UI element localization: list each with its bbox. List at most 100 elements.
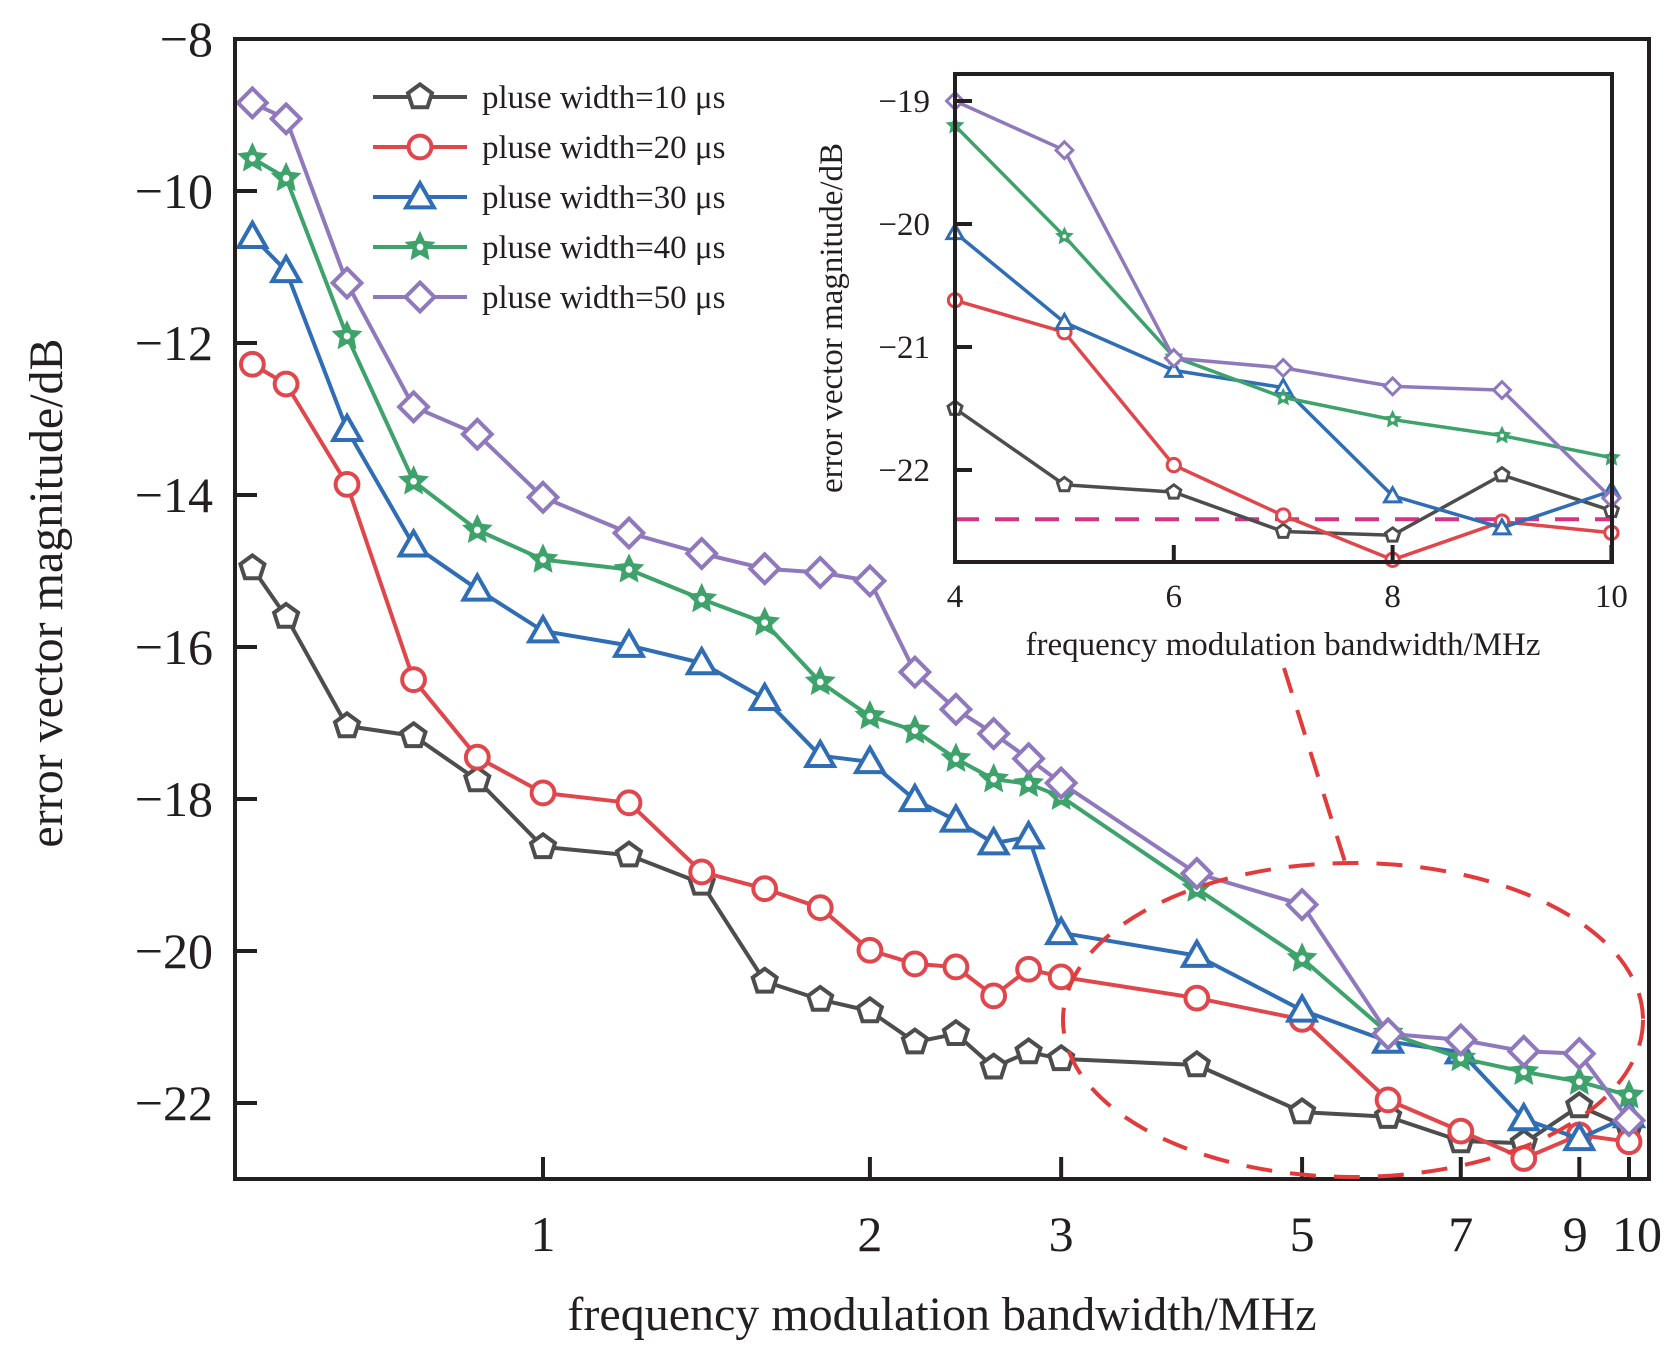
data-point	[976, 825, 1011, 856]
data-point	[399, 720, 428, 749]
x-tick-label: 10	[1612, 1206, 1662, 1262]
data-point	[1043, 914, 1079, 946]
data-point	[856, 936, 884, 964]
x-tick-label: 3	[1049, 1206, 1074, 1262]
data-point	[751, 875, 779, 903]
data-point	[1011, 819, 1046, 850]
data-point	[1183, 984, 1211, 1012]
data-point	[1055, 475, 1074, 493]
data-point	[529, 779, 557, 807]
star-center	[416, 243, 424, 251]
inset-y-axis-label: error vector magnitude/dB	[814, 143, 850, 493]
legend-marker	[406, 133, 434, 161]
legend-label: pluse width=10 μs	[482, 80, 725, 116]
star-center	[1390, 417, 1395, 422]
y-tick-label: −19	[878, 84, 930, 120]
data-point	[747, 551, 782, 586]
x-tick-label: 10	[1595, 579, 1628, 615]
y-tick-label: −22	[135, 1075, 213, 1131]
data-point	[238, 350, 266, 378]
main-plot-frame	[233, 37, 1651, 1181]
data-point	[1284, 887, 1320, 922]
y-tick-label: −20	[135, 923, 213, 979]
data-point	[942, 953, 970, 981]
data-point	[1015, 955, 1043, 983]
x-tick-label: 9	[1563, 1206, 1588, 1262]
data-point	[1493, 465, 1511, 483]
data-point	[235, 218, 270, 249]
data-point	[688, 858, 716, 886]
data-point	[1163, 347, 1185, 369]
data-point	[525, 480, 561, 515]
legend-label: pluse width=30 μs	[482, 180, 725, 216]
star-center	[1025, 780, 1032, 788]
data-point	[1447, 1117, 1475, 1145]
data-point	[852, 743, 888, 775]
y-tick-label: −18	[135, 771, 213, 827]
data-point	[1014, 1037, 1043, 1065]
zoom-annotation	[1061, 667, 1645, 1179]
data-point	[460, 416, 495, 452]
star-center	[1281, 395, 1286, 400]
data-point	[1053, 139, 1075, 161]
legend: pluse width=10 μs pluse width=20 μs pluse …	[373, 80, 725, 316]
data-point	[1562, 1036, 1597, 1071]
main-plot: −8 −10 −12 −14 −16 −18 −20 −22 1 2 3 5 7 9 10 frequen…	[20, 11, 1662, 1341]
star-center	[1298, 955, 1306, 962]
data-point	[897, 654, 933, 690]
data-point	[1287, 1097, 1317, 1125]
star-center	[911, 727, 919, 734]
main-y-axis: −8 −10 −12 −14 −16 −18 −20 −22	[135, 11, 257, 1131]
inset-x-axis: 4 6 8 10	[947, 545, 1628, 615]
star-center	[761, 619, 769, 627]
data-point	[268, 252, 304, 284]
data-point	[614, 840, 644, 868]
star-center	[1625, 1092, 1633, 1099]
series-2	[238, 350, 1643, 1172]
data-point	[462, 764, 492, 793]
legend-item: pluse width=30 μs	[373, 179, 725, 216]
star-center	[1575, 1078, 1583, 1086]
data-point	[1381, 484, 1404, 504]
data-point	[1383, 525, 1402, 543]
y-tick-label: −10	[135, 163, 213, 219]
inset-x-axis-label: frequency modulation bandwidth/MHz	[1025, 627, 1540, 663]
data-point	[938, 692, 974, 727]
data-point	[1506, 1034, 1541, 1069]
main-x-axis: 1 2 3 5 7 9 10	[531, 1157, 1662, 1262]
star-center	[410, 477, 417, 485]
star-center	[625, 566, 633, 573]
x-tick-label: 1	[531, 1206, 556, 1262]
data-point	[1053, 311, 1076, 330]
star-center	[473, 526, 481, 534]
data-point	[332, 710, 362, 739]
series-5	[235, 85, 1647, 1138]
legend-marker	[402, 279, 438, 315]
data-point	[897, 781, 933, 813]
data-point	[1043, 765, 1079, 801]
data-point	[1443, 1022, 1479, 1058]
star-center	[816, 678, 824, 686]
data-point	[750, 966, 780, 994]
data-point	[806, 894, 834, 922]
legend-label: pluse width=50 μs	[482, 280, 725, 316]
y-tick-label: −20	[878, 207, 930, 243]
legend-item: pluse width=20 μs	[373, 130, 725, 166]
data-point	[271, 601, 301, 629]
data-point	[1284, 992, 1320, 1023]
data-point	[611, 627, 647, 658]
data-point	[1564, 1090, 1594, 1119]
inset-plot-frame	[953, 72, 1614, 564]
data-point	[329, 265, 365, 301]
data-point	[611, 515, 647, 551]
data-point	[1179, 856, 1215, 891]
star-center	[249, 154, 256, 162]
y-tick-label: −22	[878, 453, 930, 489]
legend-label: pluse width=40 μs	[482, 230, 725, 266]
main-x-axis-label: frequency modulation bandwidth/MHz	[567, 1288, 1316, 1341]
data-point	[1370, 1016, 1406, 1052]
data-point	[1491, 379, 1513, 401]
data-point	[1382, 375, 1404, 397]
data-point	[1163, 359, 1185, 378]
